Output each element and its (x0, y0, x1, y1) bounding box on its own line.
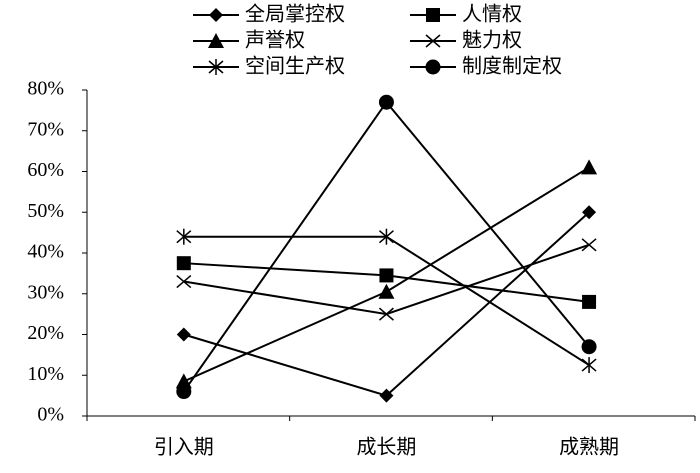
y-tick-label: 50% (27, 200, 64, 222)
x-tick-label: 成熟期 (559, 436, 619, 459)
legend-label: 魅力权 (462, 29, 522, 52)
x-tick-label: 引入期 (154, 436, 214, 459)
y-tick-label: 20% (27, 322, 64, 344)
data-point (379, 268, 394, 283)
data-point (176, 327, 191, 342)
series-line (183, 235, 590, 366)
data-point (582, 205, 597, 220)
data-point (581, 339, 597, 355)
legend-label: 制度制定权 (462, 55, 562, 78)
data-point (581, 357, 597, 374)
data-point (582, 294, 597, 309)
y-tick-label: 40% (27, 241, 64, 263)
legend-label: 声誉权 (245, 29, 305, 52)
legend-marker (208, 33, 224, 48)
data-point (581, 159, 598, 175)
y-tick-label: 70% (27, 118, 64, 140)
series-line (182, 100, 590, 393)
y-tick-label: 10% (27, 363, 64, 385)
legend-marker (425, 34, 441, 48)
data-point (176, 256, 191, 271)
data-point (378, 94, 394, 110)
data-point (378, 228, 394, 245)
data-point (176, 384, 192, 400)
y-tick-label: 60% (27, 159, 64, 181)
x-tick-label: 成长期 (356, 436, 416, 459)
y-tick-label: 30% (27, 281, 64, 303)
data-point (176, 228, 192, 245)
data-point (378, 307, 394, 321)
legend-marker (208, 59, 224, 75)
legend-label: 全局掌控权 (245, 3, 345, 26)
legend-marker (425, 59, 441, 75)
legend-label: 空间生产权 (245, 55, 345, 78)
data-point (378, 283, 395, 299)
y-tick-label: 0% (37, 404, 64, 426)
legend-marker (426, 8, 440, 22)
data-point (581, 238, 597, 252)
legend-label: 人情权 (462, 3, 522, 26)
legend-marker (209, 8, 223, 22)
data-point (176, 274, 192, 289)
y-tick-label: 80% (27, 78, 64, 100)
data-point (379, 388, 394, 403)
